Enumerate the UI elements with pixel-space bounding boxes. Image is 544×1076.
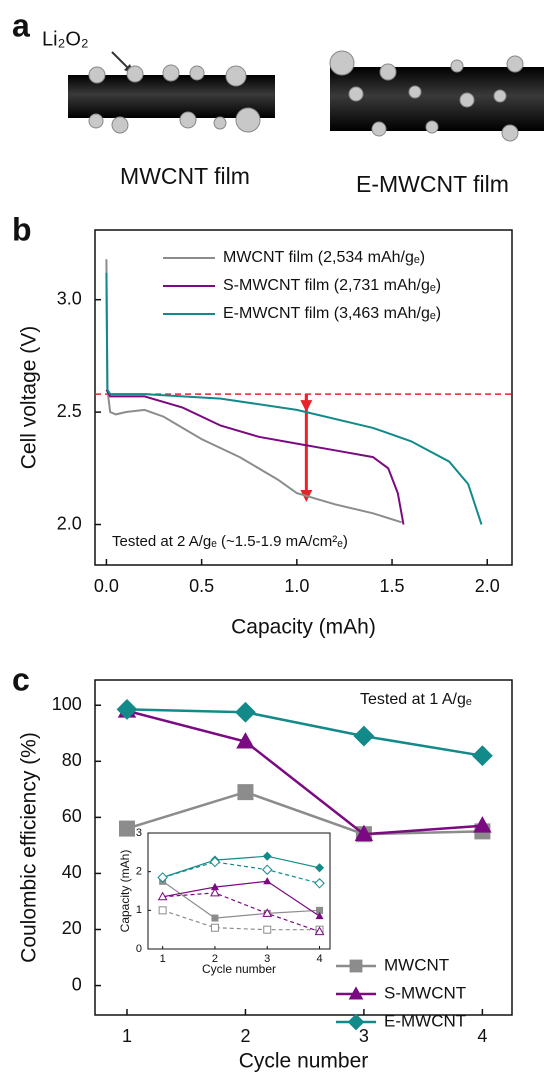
x-tick-label: 0.5: [189, 576, 214, 596]
y-axis-label: Cell voltage (V): [18, 326, 41, 470]
x-axis-label: Cycle number: [239, 1050, 369, 1073]
series-line: [162, 861, 320, 884]
y-tick-label: 3.0: [57, 288, 82, 308]
annotation: Tested at 1 A/gₑ: [360, 691, 472, 708]
x-tick-label: 2: [240, 1026, 250, 1046]
y-tick-label: 0: [136, 943, 142, 955]
marker: [262, 851, 272, 861]
y-tick-label: 80: [62, 750, 82, 770]
marker: [263, 925, 272, 934]
y-tick-label: 3: [136, 827, 142, 839]
y-tick-label: 100: [52, 694, 82, 714]
marker: [314, 878, 325, 889]
diagram: [68, 50, 544, 142]
x-tick-label: 0.0: [94, 576, 119, 596]
series-line: [162, 855, 320, 879]
series-line: [126, 709, 483, 836]
series-line: [126, 790, 483, 836]
film-label: E-MWCNT film: [356, 171, 509, 197]
x-tick-label: 2.0: [475, 576, 500, 596]
y-tick-label: 20: [62, 918, 82, 938]
marker: [261, 864, 273, 875]
series-line: [162, 880, 320, 917]
marker: [347, 1013, 365, 1031]
y-tick-label: 40: [62, 862, 82, 882]
x-tick-label: 3: [359, 1026, 369, 1046]
legend-label: MWCNT: [384, 955, 449, 974]
marker: [348, 986, 364, 1000]
x-tick-label: 2: [212, 953, 218, 965]
legend-label: MWCNT film (2,534 mAh/gₑ): [223, 249, 425, 266]
plot-frame: [147, 832, 331, 950]
marker: [349, 959, 363, 973]
marker: [157, 872, 168, 883]
marker: [118, 820, 135, 837]
legend-label: S-MWCNT: [384, 983, 466, 1002]
film-label: MWCNT film: [120, 163, 250, 189]
marker: [315, 911, 324, 920]
series-line: [162, 892, 320, 933]
marker: [316, 906, 324, 914]
y-tick-label: 2.0: [57, 513, 82, 533]
y-tick-label: 60: [62, 806, 82, 826]
y-tick-label: 1: [136, 904, 142, 916]
series-line: [162, 880, 320, 919]
marker: [236, 732, 255, 749]
marker: [210, 882, 219, 891]
series-line: [126, 708, 483, 757]
x-tick-label: 1.0: [284, 576, 309, 596]
y-axis-label: Coulombic efficiency (%): [18, 732, 41, 963]
marker: [353, 725, 375, 747]
y-axis-label: Capacity (mAh): [118, 850, 132, 933]
x-axis-label: Capacity (mAh): [231, 616, 376, 639]
marker: [471, 745, 493, 767]
marker: [209, 856, 221, 868]
legend-label: E-MWCNT film (3,463 mAh/gₑ): [223, 305, 441, 322]
marker: [263, 877, 272, 885]
marker: [157, 891, 168, 901]
series-line: [162, 909, 320, 931]
y-tick-label: 2.5: [57, 401, 82, 421]
panel-label: a: [12, 7, 30, 43]
x-tick-label: 3: [264, 953, 270, 965]
legend-label: S-MWCNT film (2,731 mAh/gₑ): [223, 277, 441, 294]
legend-label: E-MWCNT: [384, 1011, 466, 1030]
y-tick-label: 2: [136, 866, 142, 878]
series-line: [105, 259, 402, 524]
marker: [237, 784, 254, 801]
panel-label: b: [12, 211, 32, 247]
y-tick-label: 0: [72, 974, 82, 994]
marker: [211, 914, 219, 922]
annotation: Tested at 2 A/gₑ (~1.5-1.9 mA/cm²ₑ): [112, 533, 348, 550]
x-tick-label: 1: [160, 953, 166, 965]
marker: [210, 887, 220, 897]
marker: [314, 926, 325, 936]
series-line: [105, 389, 405, 525]
marker: [354, 824, 374, 841]
x-tick-label: 4: [316, 953, 322, 965]
marker: [116, 699, 138, 720]
marker: [473, 816, 492, 833]
marker: [314, 863, 325, 873]
x-axis-label: Cycle number: [202, 962, 276, 976]
compound-label: Li₂O₂: [42, 28, 89, 50]
panel-label: c: [12, 661, 30, 697]
series-line: [105, 272, 483, 525]
x-tick-label: 1.5: [380, 576, 405, 596]
x-tick-label: 1: [122, 1026, 132, 1046]
marker: [158, 906, 167, 915]
marker: [210, 923, 219, 932]
marker: [262, 908, 273, 917]
marker: [235, 701, 256, 723]
x-tick-label: 4: [477, 1026, 487, 1046]
